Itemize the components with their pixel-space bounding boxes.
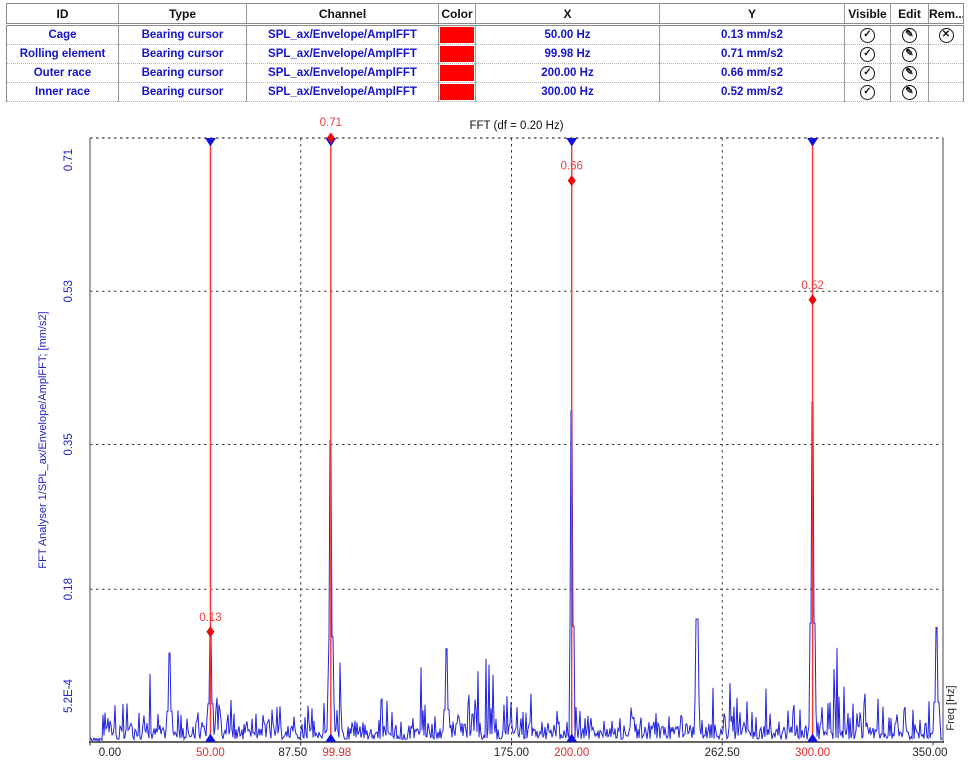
col-header-y: Y [659, 3, 845, 26]
cursor-y-value: 0.13 mm/s2 [659, 24, 845, 45]
cursor-value-label-inner-race: 0.52 [801, 280, 823, 292]
x-tick-label: 262.50 [705, 747, 740, 759]
x-tick-label-cursor-cage: 50.00 [196, 747, 225, 759]
cursor-marker-outer-race[interactable] [567, 175, 576, 187]
x-tick-label: 350.00 [912, 747, 947, 759]
cursor-y-value: 0.52 mm/s2 [659, 82, 845, 102]
cursor-type: Bearing cursor [118, 82, 247, 102]
col-header-edit: Edit [890, 3, 929, 26]
col-header-visible: Visible [844, 3, 891, 26]
x-tick-label: 175.00 [494, 747, 529, 759]
cursor-value-label-outer-race: 0.66 [561, 161, 583, 173]
table-header-row: ID Type Channel Color X Y Visible Edit R… [6, 3, 964, 26]
x-tick-label-cursor-inner-race: 300.00 [795, 747, 830, 759]
x-tick-label-cursor-outer-race: 200.00 [554, 747, 589, 759]
remove-icon[interactable]: ✕ [938, 27, 954, 43]
cursor-id: Rolling element [6, 44, 119, 64]
y-tick-label: 0.71 [63, 149, 75, 171]
cursor-type: Bearing cursor [118, 24, 247, 45]
cursor-channel: SPL_ax/Envelope/AmplFFT [246, 63, 439, 83]
color-swatch[interactable] [440, 27, 474, 43]
cursor-channel: SPL_ax/Envelope/AmplFFT [246, 82, 439, 102]
edit-icon[interactable]: ✎ [902, 65, 917, 81]
cursor-type: Bearing cursor [118, 44, 247, 64]
cursor-id: Inner race [6, 82, 119, 102]
color-swatch[interactable] [440, 46, 474, 62]
color-swatch[interactable] [440, 65, 474, 81]
col-header-type: Type [118, 3, 247, 26]
color-swatch[interactable] [440, 84, 474, 100]
visible-toggle-icon[interactable]: ✓ [860, 46, 875, 62]
table-row[interactable]: Cage Bearing cursor SPL_ax/Envelope/Ampl… [6, 24, 964, 45]
y-tick-label: 0.35 [63, 433, 75, 455]
cursor-marker-cage[interactable] [206, 626, 215, 638]
cursor-y-value: 0.71 mm/s2 [659, 44, 845, 64]
col-header-x: X [475, 3, 660, 26]
x-tick-label-cursor-rolling-element: 99.98 [322, 747, 351, 759]
visible-toggle-icon[interactable]: ✓ [860, 27, 875, 43]
cursor-bottom-triangle-inner-race[interactable] [807, 733, 819, 743]
x-axis-title: Freq [Hz] [945, 685, 957, 730]
cursor-marker-rolling-element[interactable] [326, 132, 335, 144]
x-tick-label: 87.50 [278, 747, 307, 759]
fft-chart-area: 0.13 50.00 0.71 99.98 0.66 200.00 0.52 300.00 0.… [0, 100, 968, 770]
y-axis-title: FFT Analyser 1/SPL_ax/Envelope/AmplFFT; … [37, 311, 49, 568]
cursor-marker-inner-race[interactable] [808, 294, 817, 306]
fft-plot: 0.13 50.00 0.71 99.98 0.66 200.00 0.52 300.00 0.… [37, 117, 957, 759]
cursor-bottom-triangle-rolling-element[interactable] [325, 733, 337, 743]
y-tick-label: 0.53 [63, 280, 75, 302]
cursor-bottom-triangle-outer-race[interactable] [566, 733, 578, 743]
cursor-id: Cage [6, 24, 119, 45]
cursor-x-value: 300.00 Hz [475, 82, 660, 102]
cursor-top-triangle-outer-race[interactable] [566, 138, 578, 147]
visible-toggle-icon[interactable]: ✓ [860, 84, 875, 100]
col-header-channel: Channel [246, 3, 439, 26]
table-row[interactable]: Inner race Bearing cursor SPL_ax/Envelop… [6, 82, 964, 102]
edit-icon[interactable]: ✎ [902, 46, 917, 62]
visible-toggle-icon[interactable]: ✓ [860, 65, 875, 81]
cursor-value-label-rolling-element: 0.71 [320, 117, 342, 129]
cursor-channel: SPL_ax/Envelope/AmplFFT [246, 44, 439, 64]
cursor-bottom-triangle-cage[interactable] [204, 733, 216, 743]
cursor-type: Bearing cursor [118, 63, 247, 83]
bearing-cursor-table: ID Type Channel Color X Y Visible Edit R… [6, 3, 964, 102]
edit-icon[interactable]: ✎ [902, 27, 917, 43]
fft-trace [89, 401, 943, 743]
y-tick-label: 5.2E-4 [63, 678, 75, 712]
chart-title: FFT (df = 0.20 Hz) [469, 120, 563, 132]
y-tick-label: 0.18 [63, 578, 75, 600]
cursor-x-value: 200.00 Hz [475, 63, 660, 83]
table-row[interactable]: Outer race Bearing cursor SPL_ax/Envelop… [6, 63, 964, 83]
cursor-id: Outer race [6, 63, 119, 83]
col-header-id: ID [6, 3, 119, 26]
cursor-channel: SPL_ax/Envelope/AmplFFT [246, 24, 439, 45]
cursor-value-label-cage: 0.13 [199, 612, 221, 624]
col-header-remove: Rem... [928, 3, 964, 26]
col-header-color: Color [438, 3, 476, 26]
cursor-x-value: 99.98 Hz [475, 44, 660, 64]
cursor-x-value: 50.00 Hz [475, 24, 660, 45]
cursor-y-value: 0.66 mm/s2 [659, 63, 845, 83]
x-tick-label: 0.00 [99, 747, 121, 759]
cursor-top-triangle-cage[interactable] [204, 138, 216, 147]
table-row[interactable]: Rolling element Bearing cursor SPL_ax/En… [6, 44, 964, 64]
edit-icon[interactable]: ✎ [902, 84, 917, 100]
cursor-top-triangle-inner-race[interactable] [807, 138, 819, 147]
